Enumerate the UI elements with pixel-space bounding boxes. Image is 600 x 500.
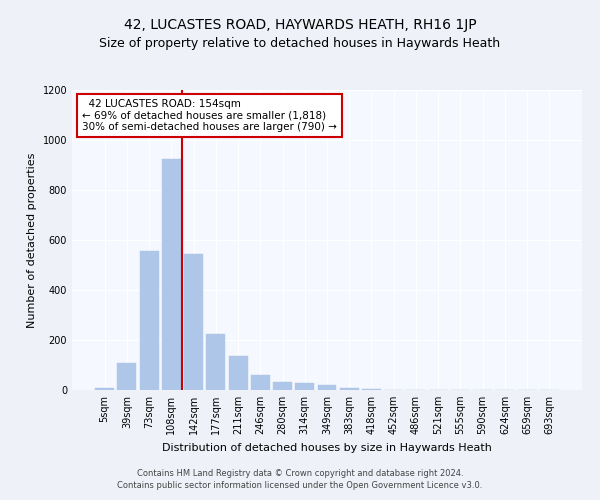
Bar xyxy=(206,334,225,390)
Text: Size of property relative to detached houses in Haywards Heath: Size of property relative to detached ho… xyxy=(100,38,500,51)
Y-axis label: Number of detached properties: Number of detached properties xyxy=(27,152,37,328)
Bar xyxy=(273,382,292,390)
Text: 42, LUCASTES ROAD, HAYWARDS HEATH, RH16 1JP: 42, LUCASTES ROAD, HAYWARDS HEATH, RH16 … xyxy=(124,18,476,32)
Bar xyxy=(295,383,314,390)
Bar xyxy=(229,356,248,390)
Bar xyxy=(95,388,114,390)
Bar xyxy=(140,251,158,390)
Bar xyxy=(184,254,203,390)
Bar xyxy=(251,375,270,390)
Text: Contains HM Land Registry data © Crown copyright and database right 2024.: Contains HM Land Registry data © Crown c… xyxy=(137,468,463,477)
Bar xyxy=(118,362,136,390)
Text: Contains public sector information licensed under the Open Government Licence v3: Contains public sector information licen… xyxy=(118,481,482,490)
Bar xyxy=(340,388,359,390)
Bar xyxy=(362,389,381,390)
X-axis label: Distribution of detached houses by size in Haywards Heath: Distribution of detached houses by size … xyxy=(162,442,492,452)
Text: 42 LUCASTES ROAD: 154sqm
← 69% of detached houses are smaller (1,818)
30% of sem: 42 LUCASTES ROAD: 154sqm ← 69% of detach… xyxy=(82,99,337,132)
Bar xyxy=(317,385,337,390)
Bar xyxy=(162,159,181,390)
